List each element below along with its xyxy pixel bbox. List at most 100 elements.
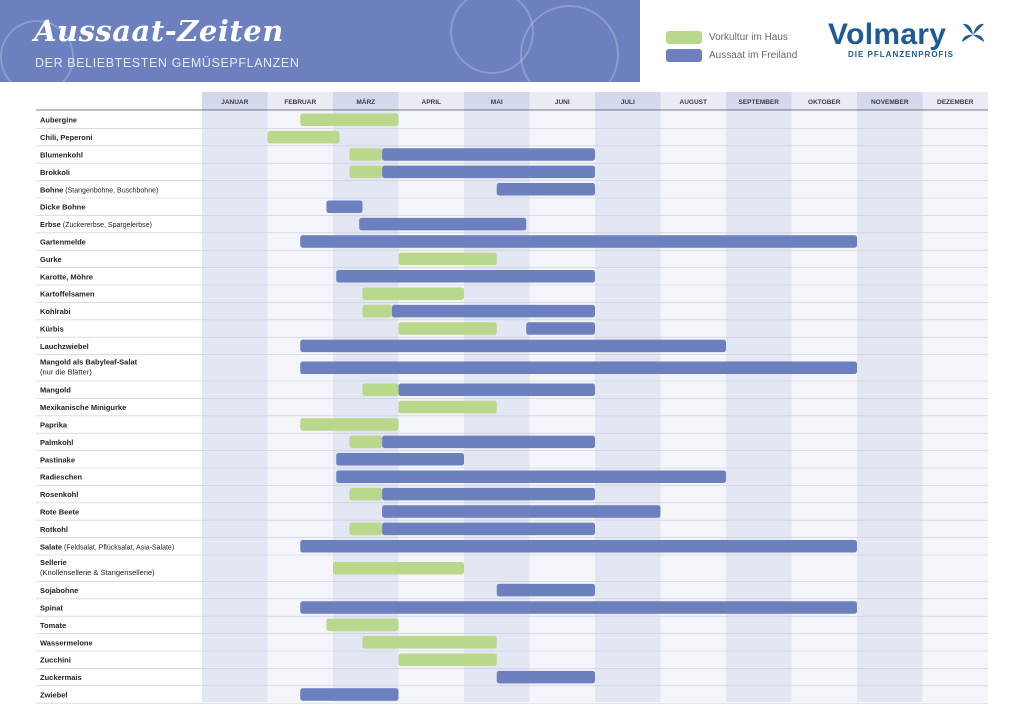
page-subtitle: DER BELIEBTESTEN GEMÜSEPFLANZEN: [35, 56, 300, 70]
row-label: Tomate: [40, 621, 66, 630]
vorkultur-bar: [326, 618, 399, 632]
row-label: Wassermelone: [40, 638, 93, 647]
row-label: Sojabohne: [40, 586, 78, 595]
freiland-bar: [300, 339, 726, 353]
legend-swatch-freiland: [666, 48, 702, 62]
month-column: [398, 92, 464, 702]
month-label: AUGUST: [680, 99, 707, 106]
freiland-bar: [336, 470, 726, 483]
freiland-bar: [382, 148, 595, 161]
month-label: JANUAR: [221, 99, 248, 106]
month-label: MAI: [491, 99, 503, 106]
month-column: [202, 92, 268, 702]
decorative-vegetable-outline: [0, 20, 74, 82]
freiland-bar: [382, 505, 661, 518]
month-column: [922, 92, 988, 702]
legend-label-freiland: Aussaat im Freiland: [709, 49, 798, 61]
month-header-cell: [333, 92, 399, 110]
freiland-bar: [300, 235, 857, 248]
freiland-bar: [300, 361, 857, 375]
row-label: Dicke Bohne: [40, 203, 85, 212]
row-label: Bohne (Stangenbohne, Buschbohne): [40, 185, 158, 194]
row-label: Palmkohl: [40, 438, 73, 447]
row-note: (nur die Blätter): [40, 368, 92, 377]
row-label: Erbse (Zuckererbse, Spargelerbse): [40, 220, 152, 229]
freiland-bar: [300, 540, 857, 553]
row-label: Chili, Peperoni: [40, 133, 93, 142]
month-label: OKTOBER: [808, 99, 841, 106]
row-label: Paprika: [40, 421, 68, 430]
row-label: Aubergine: [40, 116, 77, 125]
month-column: [333, 92, 399, 702]
month-column: [791, 92, 857, 702]
row-label: Gurke: [40, 255, 62, 264]
freiland-bar: [382, 435, 595, 449]
vorkultur-bar: [398, 252, 497, 266]
freiland-bar: [300, 688, 399, 701]
row-label: Sellerie: [40, 558, 67, 567]
row-note: (Knollensellerie & Stangensellerie): [40, 568, 155, 577]
freiland-bar: [326, 200, 363, 213]
month-header-cell: [464, 92, 530, 110]
row-label: Zucchini: [40, 656, 71, 665]
brand-logo: Volmary DIE PFLANZENPROFIS: [828, 18, 984, 59]
row-label: Kürbis: [40, 325, 64, 334]
freiland-bar: [336, 270, 595, 283]
row-label: Rote Beete: [40, 508, 79, 517]
month-header-cell: [595, 92, 661, 110]
freiland-bar: [336, 453, 464, 466]
vorkultur-bar: [398, 400, 497, 414]
row-label: Lauchzwiebel: [40, 342, 89, 351]
month-column: [857, 92, 923, 702]
month-label: APRIL: [422, 99, 442, 106]
month-label: NOVEMBER: [871, 99, 909, 106]
vorkultur-bar: [362, 636, 497, 649]
vorkultur-bar: [362, 383, 399, 396]
freiland-bar: [496, 183, 595, 196]
freiland-bar: [300, 601, 857, 614]
page-title: Aussaat-Zeiten: [34, 14, 284, 48]
legend-item-freiland: Aussaat im Freiland: [666, 46, 797, 64]
month-header-cell: [267, 92, 333, 110]
vorkultur-bar: [398, 322, 497, 335]
logo-tagline: DIE PFLANZENPROFIS: [848, 50, 955, 59]
freiland-bar: [526, 322, 595, 335]
month-label: JUNI: [555, 99, 570, 106]
leaf-logo-icon: [962, 23, 984, 42]
month-label: DEZEMBER: [937, 99, 974, 106]
month-header-cell: [791, 92, 857, 110]
month-header-cell: [529, 92, 595, 110]
freiland-bar: [398, 383, 595, 396]
month-label: FEBRUAR: [284, 99, 316, 106]
row-label: Blumenkohl: [40, 151, 83, 160]
month-column: [595, 92, 661, 702]
row-label: Salate (Feldsalat, Pflücksalat, Asia-Sal…: [40, 542, 174, 551]
month-header-cell: [726, 92, 792, 110]
month-column: [660, 92, 726, 702]
legend-label-vorkultur: Vorkultur im Haus: [709, 31, 788, 43]
month-label: JULI: [621, 99, 635, 106]
vorkultur-bar: [349, 522, 383, 536]
row-label: Mexikanische Minigurke: [40, 403, 126, 412]
row-label: Zwiebel: [40, 691, 68, 700]
freiland-bar: [382, 487, 595, 501]
row-label: Spinat: [40, 604, 63, 613]
row-label: Rotkohl: [40, 525, 68, 534]
freiland-bar: [391, 304, 595, 318]
vorkultur-bar: [398, 653, 497, 666]
vorkultur-bar: [349, 148, 383, 161]
row-label: Radieschen: [40, 473, 83, 482]
vorkultur-bar: [300, 418, 399, 431]
row-label: Mangold: [40, 386, 71, 395]
row-label: Pastinake: [40, 455, 75, 464]
row-label: Kohlrabi: [40, 307, 70, 316]
vorkultur-bar: [349, 487, 383, 501]
row-label: Kartoffelsamen: [40, 290, 95, 299]
row-label: Brokkoli: [40, 168, 70, 177]
vorkultur-bar: [362, 287, 464, 300]
month-header-cell: [857, 92, 923, 110]
logo-wordmark: Volmary: [828, 18, 947, 51]
row-label: Zuckermais: [40, 673, 82, 682]
month-label: MÄRZ: [356, 98, 375, 106]
